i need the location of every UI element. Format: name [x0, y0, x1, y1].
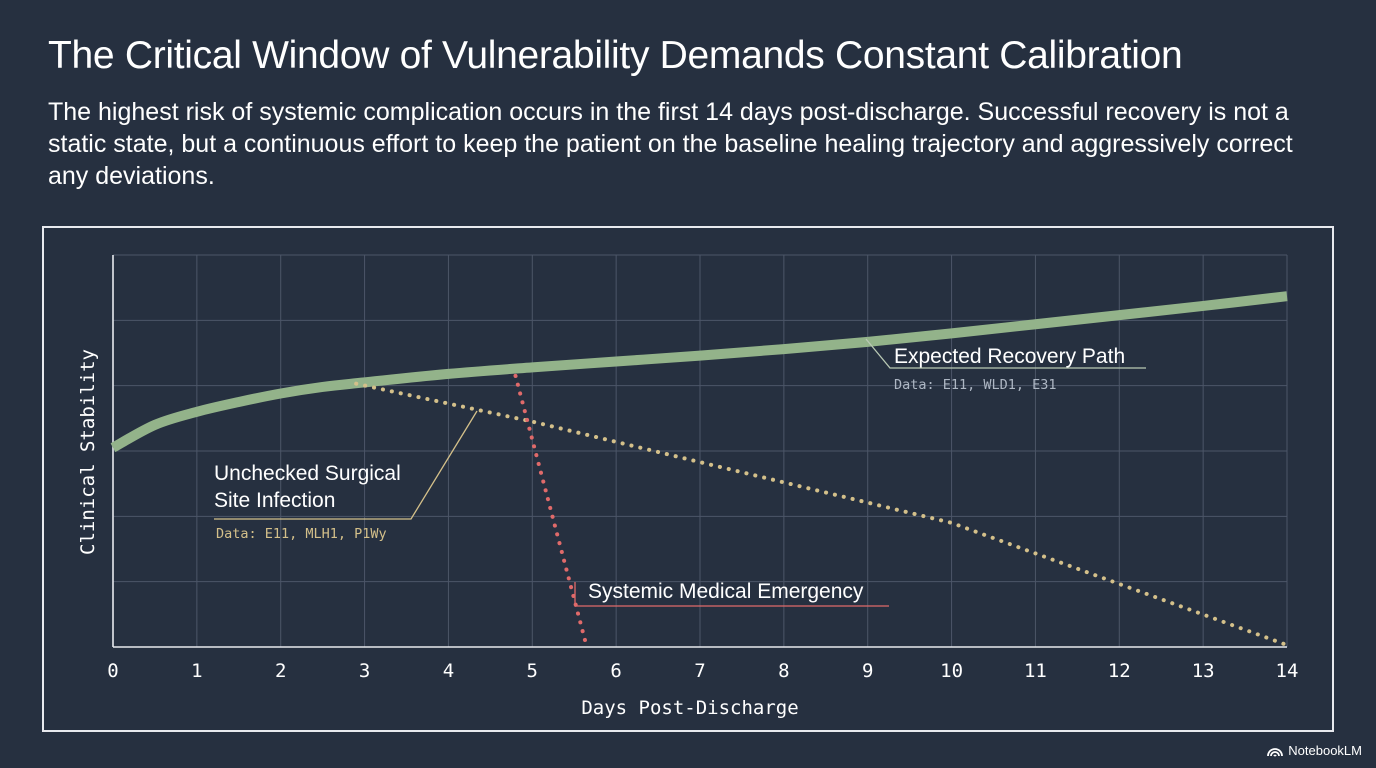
expected-recovery-leader [865, 338, 1146, 369]
x-tick-label: 14 [1276, 660, 1299, 682]
series-line-2 [513, 373, 589, 649]
series-lines [110, 291, 1289, 649]
x-tick-label: 1 [191, 660, 202, 682]
x-tick-label: 10 [940, 660, 963, 682]
series-label-infection: Unchecked Surgical Site Infection [214, 462, 401, 512]
x-axis-label: Days Post-Discharge [581, 697, 798, 719]
axes [112, 255, 1287, 648]
emergency-leader [574, 582, 889, 607]
x-tick-label: 11 [1024, 660, 1047, 682]
x-tick-label: 4 [443, 660, 454, 682]
expected-recovery-data-note: Data: E11, WLD1, E31 [894, 377, 1057, 393]
annotations: Data: E11, WLD1, E31 Data: E11, MLH1, P1… [214, 338, 1146, 607]
x-tick-label: 9 [862, 660, 873, 682]
brand-badge: NotebookLM [1267, 743, 1362, 758]
x-tick-label: 3 [359, 660, 370, 682]
page-subtitle: The highest risk of systemic complicatio… [48, 98, 1293, 190]
x-tick-label: 6 [610, 660, 621, 682]
recovery-chart: Data: E11, WLD1, E31 Data: E11, MLH1, P1… [77, 254, 1298, 719]
series-label-emergency: Systemic Medical Emergency [588, 580, 864, 603]
chart-frame: Data: E11, WLD1, E31 Data: E11, MLH1, P1… [42, 226, 1334, 732]
series-label-expected-recovery: Expected Recovery Path [894, 345, 1125, 368]
series-line-0 [110, 291, 1288, 453]
series-line-1 [354, 381, 1289, 648]
x-tick-label: 8 [778, 660, 789, 682]
infection-leader [214, 410, 478, 520]
y-axis-label: Clinical Stability [77, 349, 99, 555]
x-tick-label: 0 [107, 660, 118, 682]
infection-data-note: Data: E11, MLH1, P1Wy [216, 526, 387, 542]
x-tick-label: 12 [1108, 660, 1131, 682]
x-tick-label: 5 [527, 660, 538, 682]
x-tick-label: 2 [275, 660, 286, 682]
brand-name: NotebookLM [1288, 743, 1362, 758]
x-tick-label: 7 [694, 660, 705, 682]
notebooklm-logo-icon [1267, 747, 1284, 757]
x-tick-labels: 0 1 2 3 4 5 6 7 8 9 10 11 12 13 14 [107, 660, 1298, 682]
page-title: The Critical Window of Vulnerability Dem… [48, 34, 1183, 77]
x-tick-label: 13 [1192, 660, 1215, 682]
